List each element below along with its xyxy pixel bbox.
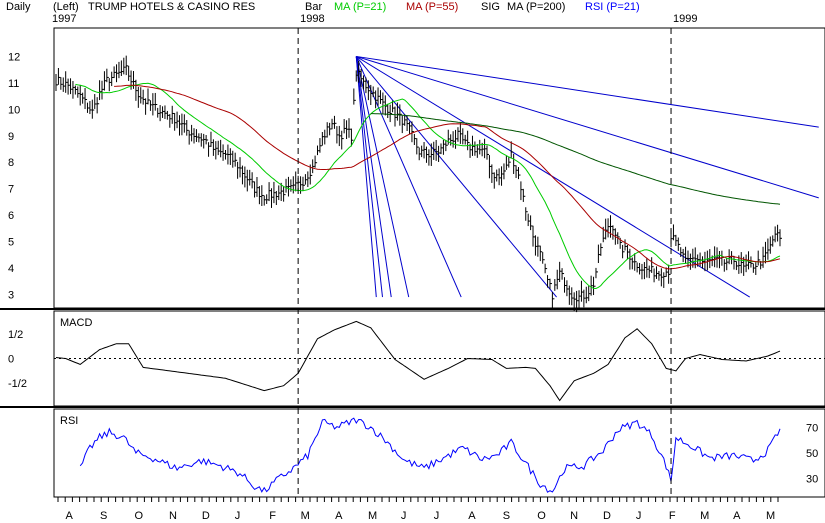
- ma-line-ma55: [114, 84, 781, 270]
- legend-ma55: MA (P=55): [406, 1, 458, 13]
- macd-tick-label: 0: [8, 354, 14, 366]
- year-label: 1997: [52, 13, 76, 25]
- price-tick-label: 5: [8, 237, 14, 249]
- rsi-line: [79, 417, 781, 493]
- price-tick-label: 7: [8, 184, 14, 196]
- macd-panel: MACD 1/2 0 -1/2: [8, 310, 825, 407]
- month-label: A: [66, 510, 74, 522]
- gann-fan-line: [355, 56, 462, 298]
- price-tick-label: 10: [8, 104, 20, 116]
- year-label: 1998: [300, 13, 324, 25]
- month-label: S: [503, 510, 510, 522]
- gann-fan-line: [356, 55, 819, 199]
- macd-tick-label: 1/2: [8, 329, 23, 341]
- month-label: F: [269, 510, 276, 522]
- month-label: M: [368, 510, 377, 522]
- month-label: A: [468, 510, 476, 522]
- chart-scale-side: (Left): [53, 1, 79, 13]
- legend-bar: Bar: [305, 1, 322, 13]
- gann-fan-line: [355, 56, 410, 298]
- price-tick-label: 4: [8, 263, 14, 275]
- year-dividers: [297, 28, 672, 497]
- month-label: O: [134, 510, 143, 522]
- price-tick-label: 8: [8, 157, 14, 169]
- month-label: M: [766, 510, 775, 522]
- macd-tick-label: -1/2: [8, 378, 27, 390]
- month-label: A: [733, 510, 741, 522]
- price-tick-label: 6: [8, 210, 14, 222]
- month-label: J: [434, 510, 440, 522]
- price-tick-label: 3: [8, 289, 14, 301]
- macd-line: [55, 320, 781, 402]
- macd-label: MACD: [60, 317, 92, 329]
- legend-rsi: RSI (P=21): [585, 1, 640, 13]
- chart-period: Daily: [6, 1, 31, 13]
- month-label: M: [301, 510, 310, 522]
- price-tick-label: 9: [8, 131, 14, 143]
- chart-title: TRUMP HOTELS & CASINO RES: [88, 1, 255, 13]
- month-label: N: [169, 510, 177, 522]
- year-label: 1999: [673, 13, 697, 25]
- legend-ma21: MA (P=21): [334, 1, 386, 13]
- month-label: D: [202, 510, 210, 522]
- rsi-y-axis: 30 50 70: [806, 422, 818, 485]
- month-label: J: [636, 510, 642, 522]
- gann-fan-line: [355, 56, 383, 298]
- month-label: F: [669, 510, 676, 522]
- month-label: J: [235, 510, 241, 522]
- legend-ma200: MA (P=200): [507, 1, 565, 13]
- legend-sig: SIG: [481, 1, 500, 13]
- price-y-axis: 3 4 5 6 7 8 9 10 11 12: [8, 51, 20, 301]
- rsi-tick-label: 70: [806, 422, 818, 434]
- gann-fan-line: [356, 55, 819, 128]
- price-bars: [55, 55, 782, 313]
- month-label: N: [570, 510, 578, 522]
- month-label: D: [603, 510, 611, 522]
- rsi-tick-label: 30: [806, 474, 818, 486]
- gann-fan-line: [355, 56, 557, 298]
- rsi-label: RSI: [60, 415, 78, 427]
- gann-fan: [355, 55, 819, 298]
- rsi-panel-frame: [53, 408, 825, 498]
- month-label: S: [100, 510, 107, 522]
- price-tick-label: 11: [8, 78, 19, 90]
- moving-averages: [75, 82, 781, 290]
- price-panel: 3 4 5 6 7 8 9 10 11 12: [8, 27, 825, 313]
- price-tick-label: 12: [8, 51, 20, 63]
- rsi-tick-label: 50: [806, 448, 818, 460]
- month-label: A: [335, 510, 343, 522]
- macd-y-axis: 1/2 0 -1/2: [8, 329, 27, 390]
- month-label: O: [537, 510, 546, 522]
- ma-line-ma200: [370, 113, 781, 205]
- month-label: J: [401, 510, 407, 522]
- gann-fan-line: [355, 56, 377, 298]
- rsi-panel: RSI 30 50 70: [53, 408, 825, 498]
- ma-line-ma21: [75, 82, 781, 290]
- month-label: M: [700, 510, 709, 522]
- gann-fan-line: [355, 56, 392, 298]
- year-labels: 1997 1998 1999: [52, 13, 698, 25]
